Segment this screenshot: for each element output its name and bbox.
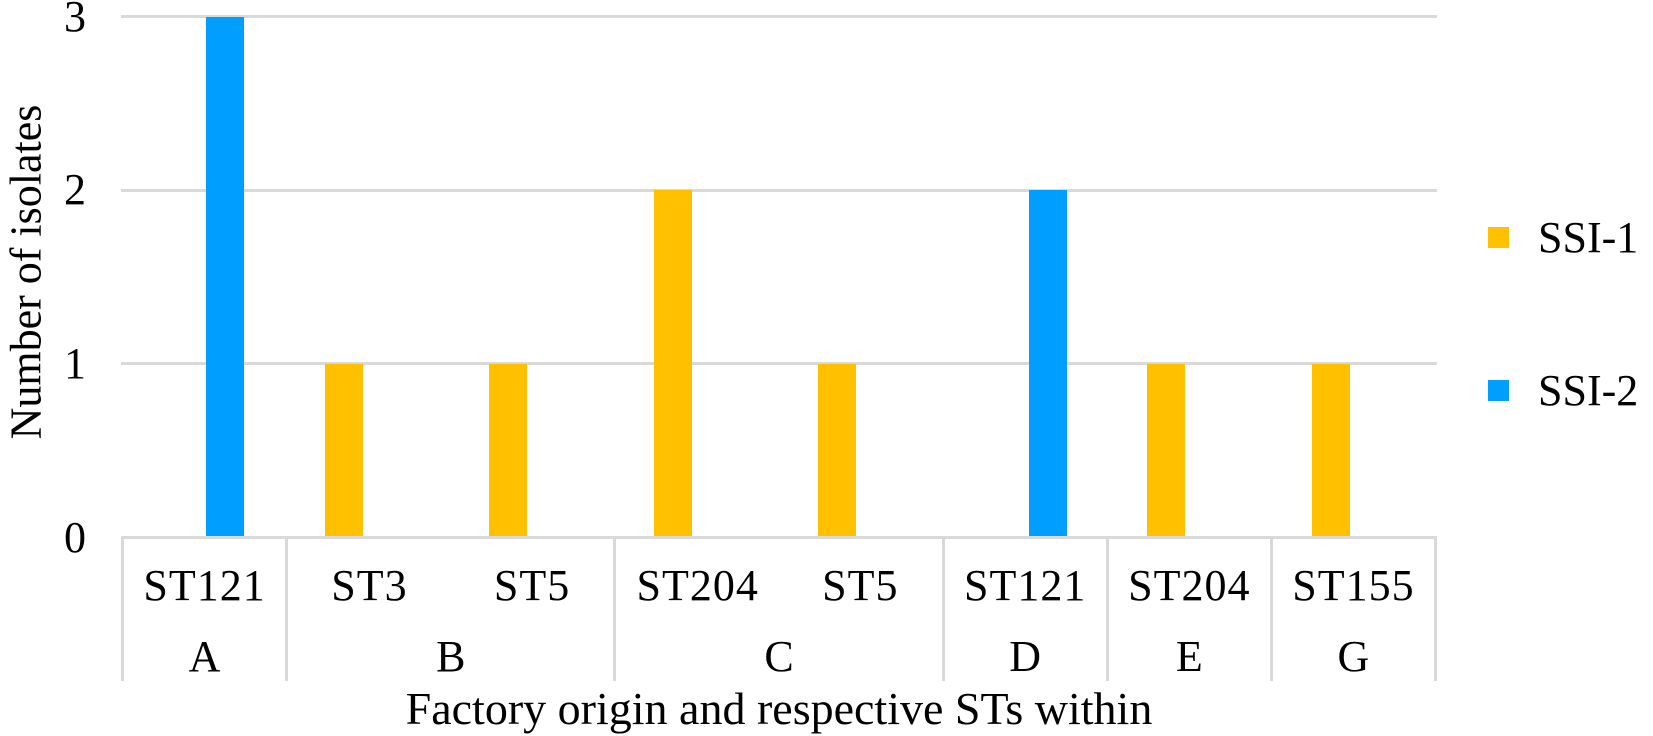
- st-label-ST3-B: ST3: [331, 560, 408, 610]
- legend-swatch-ssi-2: [1488, 379, 1509, 401]
- st-label-ST121-A: ST121: [143, 560, 266, 610]
- st-label-ST121-D: ST121: [964, 560, 1087, 610]
- factory-group-A: ST121 A: [121, 539, 285, 681]
- y-tick-label-0: 0: [64, 512, 86, 562]
- y-tick-label-2: 2: [64, 165, 86, 215]
- factory-label-G: G: [1337, 631, 1370, 681]
- factory-label-B: B: [436, 631, 466, 681]
- st-row-D: ST121: [945, 539, 1106, 631]
- st-row-E: ST204: [1109, 539, 1270, 631]
- gridline-y2: [121, 188, 1437, 192]
- st-label-ST155-G: ST155: [1292, 560, 1415, 610]
- bar-ST121-D: [1028, 190, 1067, 538]
- bar-ST3-B: [324, 363, 363, 538]
- st-label-ST5-B: ST5: [493, 560, 571, 610]
- st-row-B: ST3 ST5: [288, 539, 613, 631]
- x-axis-title: Factory origin and respective STs within: [405, 683, 1153, 734]
- factory-label-D: D: [1009, 631, 1042, 681]
- legend-item-ssi-1: SSI-1: [1488, 207, 1638, 267]
- gridline-y3: [121, 15, 1437, 18]
- st-label-ST5-C: ST5: [822, 560, 899, 610]
- y-tick-label-3: 3: [64, 0, 86, 41]
- bar-ST204-C: [653, 190, 692, 538]
- factory-label-A: A: [188, 631, 221, 681]
- factory-group-E: ST204 E: [1105, 539, 1270, 681]
- st-row-C: ST204 ST5: [616, 539, 941, 631]
- st-label-ST204-C: ST204: [636, 560, 759, 610]
- bar-ST5-C: [818, 363, 857, 538]
- st-label-ST204-E: ST204: [1128, 560, 1251, 610]
- gridline-y1: [121, 362, 1437, 366]
- factory-group-C: ST204 ST5 C: [613, 539, 941, 681]
- bar-ST204-E: [1147, 363, 1186, 538]
- bar-ST5-B: [489, 363, 528, 538]
- factory-group-D: ST121 D: [941, 539, 1106, 681]
- legend-label-ssi-1: SSI-1: [1538, 212, 1639, 262]
- factory-label-C: C: [764, 631, 794, 681]
- st-row-G: ST155: [1273, 539, 1434, 631]
- st-row-A: ST121: [124, 539, 285, 631]
- factory-label-E: E: [1175, 631, 1203, 681]
- legend-item-ssi-2: SSI-2: [1488, 360, 1638, 420]
- factory-group-G: ST155 G: [1269, 539, 1434, 681]
- bar-ST155-G: [1311, 363, 1350, 538]
- legend-label-ssi-2: SSI-2: [1538, 365, 1639, 415]
- bar-ST121-A: [206, 16, 245, 538]
- factory-group-B: ST3 ST5 B: [285, 539, 613, 681]
- y-tick-label-1: 1: [64, 338, 86, 388]
- legend-swatch-ssi-1: [1488, 226, 1509, 248]
- category-axis-table: ST121 A ST3 ST5 B ST204 ST5 C ST121 D ST204 E ST155 G: [121, 536, 1437, 681]
